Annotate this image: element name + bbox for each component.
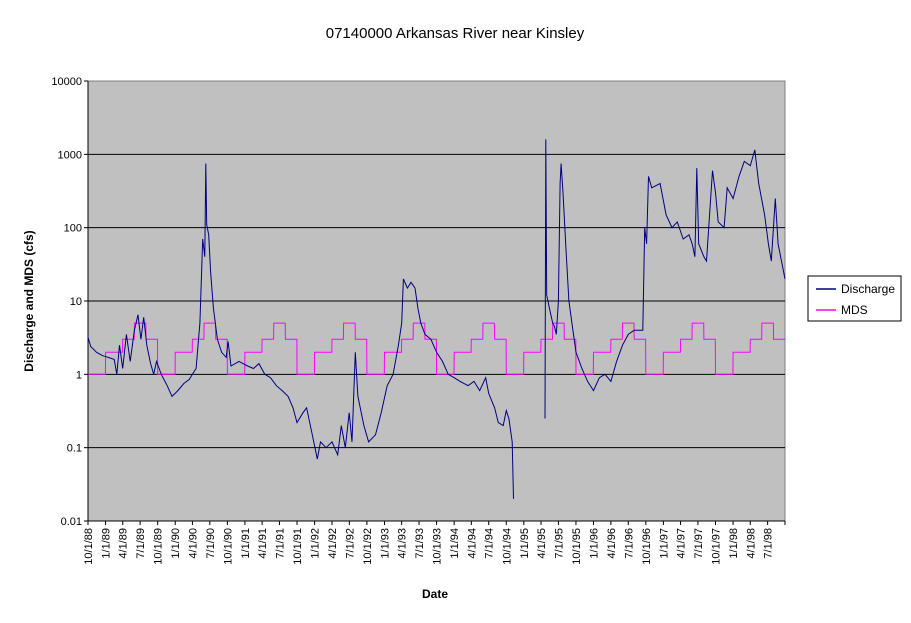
- x-tick-label: 4/1/89: [118, 528, 130, 559]
- x-tick-label: 10/1/97: [711, 528, 723, 565]
- x-tick-label: 1/1/89: [101, 528, 113, 559]
- x-tick-label: 10/1/96: [641, 528, 653, 565]
- x-tick-label: 1/1/93: [379, 528, 391, 559]
- x-tick-label: 7/1/98: [763, 528, 775, 559]
- y-tick-label: 0.1: [67, 443, 82, 455]
- x-tick-label: 1/1/91: [240, 528, 252, 559]
- x-tick-label: 4/1/91: [257, 528, 269, 559]
- x-tick-label: 4/1/93: [397, 528, 409, 559]
- x-tick-label: 10/1/88: [83, 528, 95, 565]
- legend-mds-label: MDS: [841, 303, 868, 317]
- legend-box: [807, 275, 902, 322]
- mds-series-line: [88, 322, 785, 375]
- legend-discharge-label: Discharge: [841, 282, 895, 296]
- x-tick-label: 4/1/96: [606, 528, 618, 559]
- x-tick-label: 4/1/97: [676, 528, 688, 559]
- x-tick-label: 10/1/94: [501, 528, 513, 565]
- x-tick-label: 7/1/91: [274, 528, 286, 559]
- x-tick-label: 10/1/95: [571, 528, 583, 565]
- x-tick-label: 7/1/92: [344, 528, 356, 559]
- x-tick-label: 7/1/97: [693, 528, 705, 559]
- y-tick-label: 0.01: [61, 516, 82, 528]
- x-tick-label: 4/1/98: [745, 528, 757, 559]
- x-tick-label: 7/1/96: [623, 528, 635, 559]
- y-tick-label: 1: [76, 369, 82, 381]
- x-tick-label: 1/1/97: [658, 528, 670, 559]
- x-tick-label: 10/1/89: [153, 528, 165, 565]
- x-tick-label: 1/1/98: [728, 528, 740, 559]
- x-tick-label: 4/1/94: [466, 528, 478, 559]
- discharge-series-line: [87, 163, 514, 499]
- x-tick-label: 1/1/90: [170, 528, 182, 559]
- x-tick-label: 10/1/91: [292, 528, 304, 565]
- y-tick-label: 1000: [58, 149, 82, 161]
- x-tick-label: 7/1/89: [135, 528, 147, 559]
- y-axis-label: Discharge and MDS (cfs): [22, 230, 36, 371]
- x-tick-label: 7/1/95: [553, 528, 565, 559]
- y-tick-label: 10: [70, 296, 82, 308]
- x-tick-label: 1/1/95: [519, 528, 531, 559]
- x-tick-label: 7/1/93: [414, 528, 426, 559]
- x-tick-label: 10/1/93: [432, 528, 444, 565]
- y-tick-label: 100: [64, 223, 82, 235]
- x-tick-label: 7/1/90: [205, 528, 217, 559]
- legend: Discharge MDS: [807, 275, 902, 322]
- chart-title: 07140000 Arkansas River near Kinsley: [326, 25, 585, 42]
- x-tick-label: 7/1/94: [484, 528, 496, 559]
- x-axis-label: Date: [422, 587, 448, 601]
- x-tick-label: 4/1/90: [187, 528, 199, 559]
- x-tick-label: 10/1/90: [222, 528, 234, 565]
- x-tick-label: 1/1/96: [589, 528, 601, 559]
- x-tick-label: 10/1/92: [362, 528, 374, 565]
- x-tick-label: 1/1/94: [449, 528, 461, 559]
- discharge-series-line: [544, 139, 786, 419]
- x-tick-label: 1/1/92: [310, 528, 322, 559]
- y-tick-label: 10000: [51, 76, 82, 88]
- x-tick-label: 4/1/92: [327, 528, 339, 559]
- x-tick-label: 4/1/95: [536, 528, 548, 559]
